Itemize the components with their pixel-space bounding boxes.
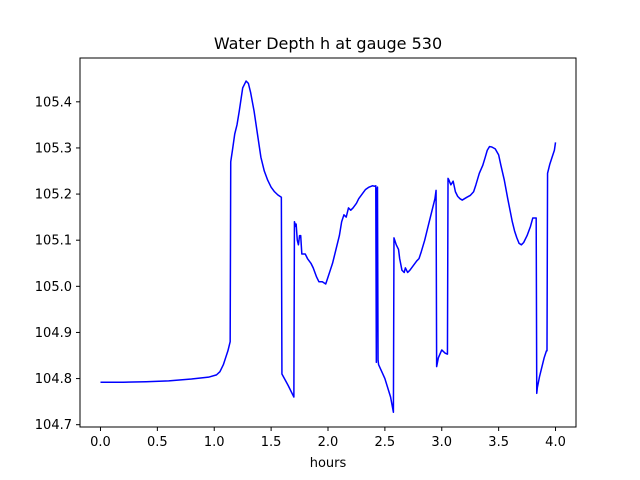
plot-area-frame	[79, 57, 577, 428]
x-tick-label: 2.5	[375, 435, 396, 450]
y-tick-label: 105.1	[35, 234, 72, 249]
x-tick-label: 2.0	[318, 435, 339, 450]
x-tick-label: 0.5	[147, 435, 168, 450]
x-tick-label: 3.5	[488, 435, 509, 450]
y-tick-label: 104.7	[35, 418, 72, 433]
x-axis-label: hours	[310, 456, 347, 471]
series-layer	[100, 80, 557, 413]
y-tick-label: 105.2	[35, 188, 72, 203]
x-tick-label: 4.0	[545, 435, 566, 450]
x-tick-label: 1.0	[204, 435, 225, 450]
series-line-0	[100, 80, 557, 413]
y-tick-label: 105.4	[35, 95, 72, 110]
x-tick-label: 0.0	[90, 435, 111, 450]
ticks-layer: 0.0 0.5 1.0 1.5 2.0 2.5 3.0 3.5 4.0 104.7 104.8 104…	[35, 95, 566, 450]
y-tick-label: 105.3	[35, 141, 72, 156]
chart-title: Water Depth h at gauge 530	[214, 34, 442, 53]
x-tick-label: 1.5	[261, 435, 282, 450]
y-tick-label: 104.8	[35, 372, 72, 387]
y-tick-label: 104.9	[35, 326, 72, 341]
y-tick-label: 105.0	[35, 280, 72, 295]
x-tick-label: 3.0	[431, 435, 452, 450]
